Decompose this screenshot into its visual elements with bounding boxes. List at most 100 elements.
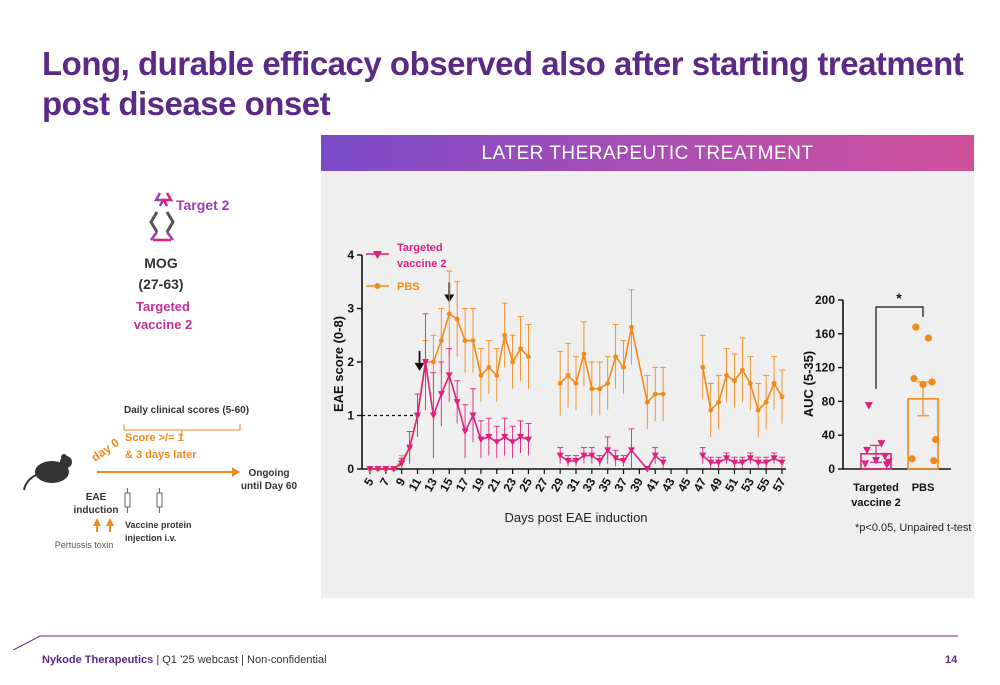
data-point bbox=[494, 372, 500, 378]
data-point bbox=[651, 452, 659, 460]
data-point bbox=[580, 452, 588, 460]
x-tick-label: 45 bbox=[675, 475, 694, 494]
auc-data-point bbox=[882, 461, 891, 469]
data-point bbox=[445, 372, 453, 379]
data-point bbox=[596, 457, 604, 465]
auc-y-tick-label: 120 bbox=[815, 361, 835, 375]
data-point bbox=[572, 457, 580, 465]
data-point bbox=[771, 381, 777, 386]
treatment-arrow-head bbox=[414, 362, 425, 371]
section-banner: LATER THERAPEUTIC TREATMENT bbox=[321, 135, 974, 171]
significance-star: * bbox=[896, 290, 902, 306]
data-point bbox=[627, 447, 635, 454]
data-point bbox=[755, 407, 761, 413]
data-point bbox=[589, 386, 595, 392]
line-chart-xlabel: Days post EAE induction bbox=[504, 510, 647, 525]
data-point bbox=[429, 412, 437, 419]
auc-data-point bbox=[919, 380, 927, 389]
data-point bbox=[406, 444, 414, 452]
data-point bbox=[715, 459, 723, 467]
footer-company: Nykode Therapeutics bbox=[42, 654, 154, 666]
title-line-1: Long, durable efficacy observed also aft… bbox=[42, 45, 964, 82]
auc-data-point bbox=[908, 455, 916, 463]
data-point bbox=[723, 455, 731, 462]
daily-scores-label: Daily clinical scores (5-60) bbox=[124, 405, 249, 416]
data-point bbox=[382, 466, 390, 473]
data-point bbox=[477, 436, 485, 444]
data-point bbox=[699, 452, 707, 460]
data-point bbox=[462, 338, 468, 343]
data-point bbox=[621, 364, 626, 370]
data-point bbox=[573, 381, 579, 386]
page-number: 14 bbox=[945, 654, 958, 666]
data-point bbox=[730, 459, 738, 467]
footer-line bbox=[12, 635, 958, 650]
y-tick-label: 1 bbox=[347, 409, 354, 423]
auc-cat2-label: PBS bbox=[912, 482, 935, 494]
x-tick-label: 19 bbox=[469, 475, 488, 494]
data-point bbox=[493, 439, 501, 446]
x-tick-label: 5 bbox=[361, 475, 377, 488]
construct-vaccine-line2: vaccine 2 bbox=[134, 317, 193, 332]
pertussis-arrow-2 bbox=[106, 518, 114, 526]
data-point bbox=[659, 459, 667, 467]
auc-data-point bbox=[924, 334, 933, 342]
data-point bbox=[738, 459, 746, 467]
data-point bbox=[565, 372, 571, 378]
data-point bbox=[454, 316, 460, 322]
x-tick-label: 27 bbox=[532, 475, 551, 494]
construct-vaccine-line1: Targeted bbox=[136, 299, 190, 314]
antigen-label: MOG bbox=[144, 255, 178, 271]
data-point bbox=[446, 311, 452, 317]
eae-label-2: induction bbox=[74, 505, 119, 516]
data-point bbox=[461, 428, 469, 436]
auc-data-point bbox=[912, 323, 920, 331]
line-chart-ylabel: EAE score (0-8) bbox=[331, 316, 346, 412]
x-tick-label: 7 bbox=[377, 475, 393, 488]
auc-data-point bbox=[881, 452, 889, 461]
data-point bbox=[588, 452, 596, 460]
data-point bbox=[430, 359, 436, 365]
x-tick-label: 29 bbox=[548, 475, 567, 494]
auc-y-tick-label: 40 bbox=[822, 428, 836, 442]
eae-label-1: EAE bbox=[86, 492, 107, 503]
footer-text: Nykode Therapeutics | Q1 ’25 webcast | N… bbox=[42, 654, 327, 666]
auc-data-point bbox=[910, 374, 918, 383]
auc-data-point bbox=[932, 435, 940, 444]
x-tick-label: 17 bbox=[453, 475, 472, 494]
data-point bbox=[398, 460, 406, 468]
x-tick-label: 49 bbox=[706, 475, 725, 494]
data-point bbox=[652, 391, 658, 397]
x-tick-label: 11 bbox=[406, 475, 425, 493]
legend-pbs-marker bbox=[374, 283, 381, 289]
series-pbs bbox=[367, 270, 785, 472]
antigen-range: (27-63) bbox=[138, 276, 183, 292]
data-point bbox=[747, 381, 753, 386]
data-point bbox=[762, 459, 770, 467]
data-point bbox=[470, 338, 476, 343]
auc-y-tick-label: 0 bbox=[828, 462, 835, 476]
data-point bbox=[366, 466, 374, 473]
data-point bbox=[716, 399, 722, 405]
slide-title: Long, durable efficacy observed also aft… bbox=[42, 44, 972, 124]
data-point bbox=[732, 378, 737, 384]
banner-title: LATER THERAPEUTIC TREATMENT bbox=[481, 143, 814, 164]
pertussis-arrow-1 bbox=[93, 518, 101, 526]
data-point bbox=[517, 433, 525, 441]
auc-data-point bbox=[864, 402, 873, 410]
data-point bbox=[660, 391, 666, 397]
data-point bbox=[526, 354, 531, 360]
data-point bbox=[613, 354, 619, 360]
day0-label: day 0 bbox=[89, 435, 122, 464]
auc-cat1-line1: Targeted bbox=[853, 482, 899, 494]
target-label: Target 2 bbox=[176, 197, 230, 213]
x-tick-label: 37 bbox=[611, 475, 630, 494]
data-point bbox=[707, 459, 715, 467]
data-point bbox=[644, 399, 650, 405]
pertussis-label: Pertussis toxin bbox=[55, 540, 114, 550]
x-tick-label: 31 bbox=[564, 475, 583, 494]
auc-data-point bbox=[861, 460, 870, 468]
data-point bbox=[437, 391, 445, 398]
series-targeted-vaccine-2 bbox=[366, 313, 786, 473]
data-point bbox=[564, 457, 572, 465]
